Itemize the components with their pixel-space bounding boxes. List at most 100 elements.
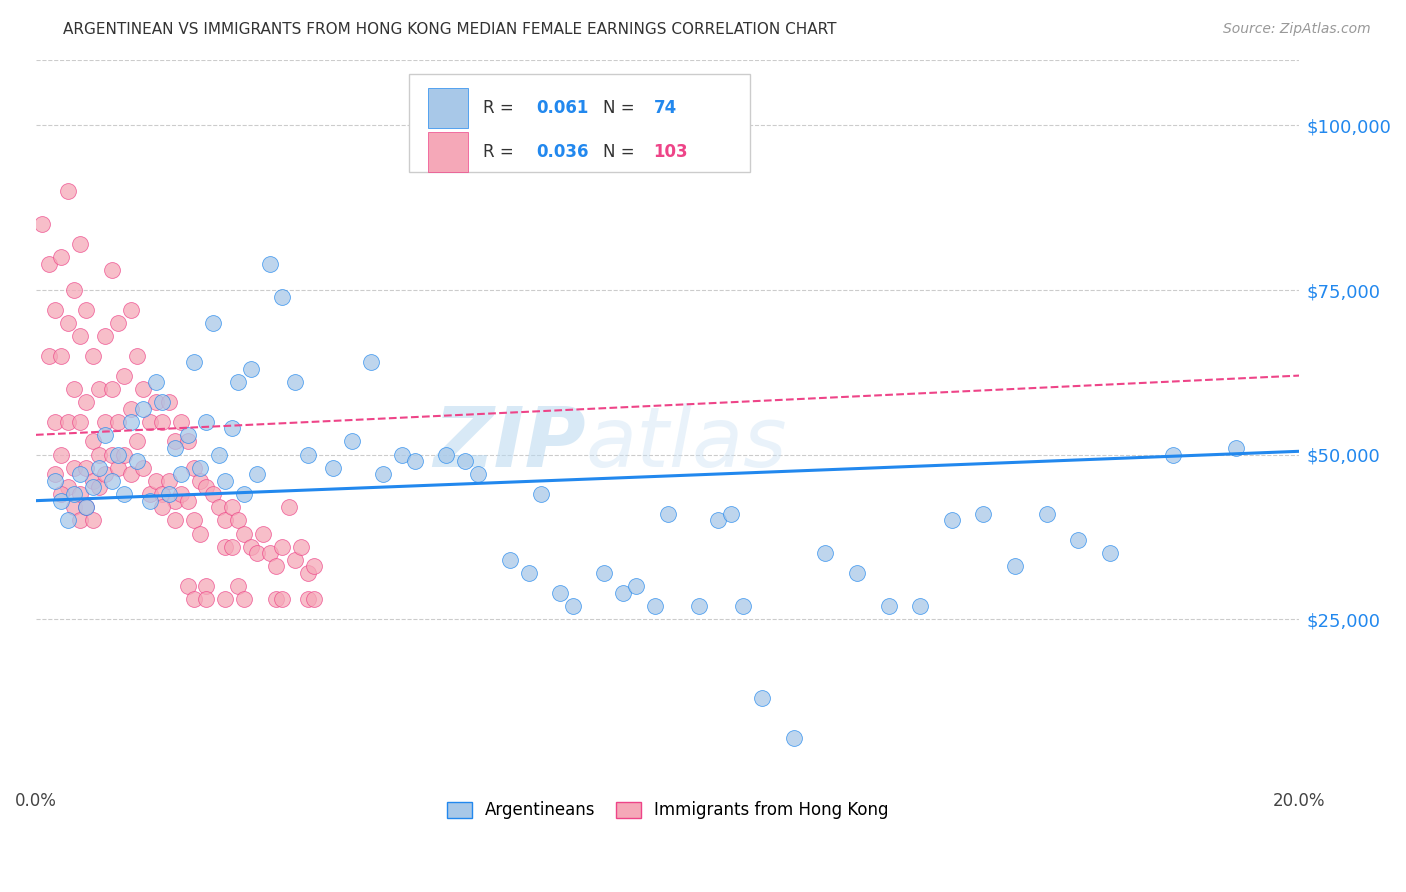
Point: [208, 500, 231, 515]
Point: [112, 448, 135, 462]
Point: [561, 599, 583, 613]
Point: [284, 553, 307, 567]
Point: [302, 592, 325, 607]
Text: 103: 103: [654, 144, 689, 161]
Point: [51, 493, 73, 508]
Point: [404, 454, 426, 468]
Point: [112, 368, 135, 383]
Point: [100, 474, 122, 488]
Point: [145, 395, 167, 409]
Point: [107, 415, 129, 429]
Text: Source: ZipAtlas.com: Source: ZipAtlas.com: [1223, 22, 1371, 37]
Point: [688, 599, 710, 613]
Point: [183, 460, 205, 475]
Point: [373, 467, 395, 482]
Point: [63, 500, 86, 515]
Point: [467, 467, 489, 482]
Point: [972, 507, 994, 521]
Point: [94, 329, 117, 343]
Point: [44, 415, 66, 429]
Point: [87, 481, 110, 495]
Point: [214, 513, 236, 527]
Point: [44, 467, 66, 482]
Point: [783, 731, 806, 745]
Point: [145, 474, 167, 488]
Point: [340, 434, 363, 449]
Point: [183, 592, 205, 607]
Point: [259, 257, 281, 271]
FancyBboxPatch shape: [427, 132, 468, 172]
Point: [877, 599, 900, 613]
Point: [322, 460, 344, 475]
Point: [69, 329, 91, 343]
Point: [195, 579, 218, 593]
Point: [44, 302, 66, 317]
Text: 74: 74: [654, 99, 676, 118]
Point: [170, 467, 193, 482]
Point: [297, 448, 319, 462]
Point: [75, 395, 97, 409]
Point: [51, 349, 73, 363]
Point: [1067, 533, 1090, 548]
Point: [233, 592, 256, 607]
Point: [125, 434, 148, 449]
Point: [51, 448, 73, 462]
Point: [226, 513, 249, 527]
Point: [107, 460, 129, 475]
Point: [226, 579, 249, 593]
Point: [233, 487, 256, 501]
Point: [163, 493, 186, 508]
Point: [170, 415, 193, 429]
Point: [941, 513, 963, 527]
Point: [271, 289, 294, 303]
Point: [63, 283, 86, 297]
Point: [138, 493, 160, 508]
Point: [201, 487, 224, 501]
Point: [69, 513, 91, 527]
Point: [208, 448, 231, 462]
Point: [195, 415, 218, 429]
Point: [176, 427, 198, 442]
Point: [644, 599, 666, 613]
Point: [138, 487, 160, 501]
Point: [150, 487, 173, 501]
Point: [38, 257, 60, 271]
Point: [125, 349, 148, 363]
Legend: Argentineans, Immigrants from Hong Kong: Argentineans, Immigrants from Hong Kong: [440, 795, 896, 826]
Point: [107, 448, 129, 462]
Point: [120, 302, 142, 317]
Point: [720, 507, 742, 521]
FancyBboxPatch shape: [427, 88, 468, 128]
Point: [82, 474, 104, 488]
Point: [63, 487, 86, 501]
Point: [246, 467, 269, 482]
Point: [846, 566, 869, 580]
Point: [56, 184, 79, 198]
Point: [107, 316, 129, 330]
Text: R =: R =: [484, 99, 519, 118]
Point: [100, 382, 122, 396]
Point: [31, 217, 53, 231]
Point: [290, 540, 312, 554]
Text: 0.036: 0.036: [536, 144, 589, 161]
Text: R =: R =: [484, 144, 519, 161]
Point: [498, 553, 520, 567]
Point: [214, 592, 236, 607]
Point: [82, 481, 104, 495]
Point: [56, 415, 79, 429]
Point: [94, 467, 117, 482]
Point: [132, 401, 155, 416]
Text: N =: N =: [603, 99, 640, 118]
Point: [239, 540, 262, 554]
Point: [271, 540, 294, 554]
Point: [87, 448, 110, 462]
Point: [530, 487, 553, 501]
Point: [125, 454, 148, 468]
Point: [75, 302, 97, 317]
Point: [221, 421, 243, 435]
Point: [176, 434, 198, 449]
Point: [1098, 546, 1121, 560]
Point: [82, 434, 104, 449]
Point: [657, 507, 679, 521]
Point: [100, 448, 122, 462]
